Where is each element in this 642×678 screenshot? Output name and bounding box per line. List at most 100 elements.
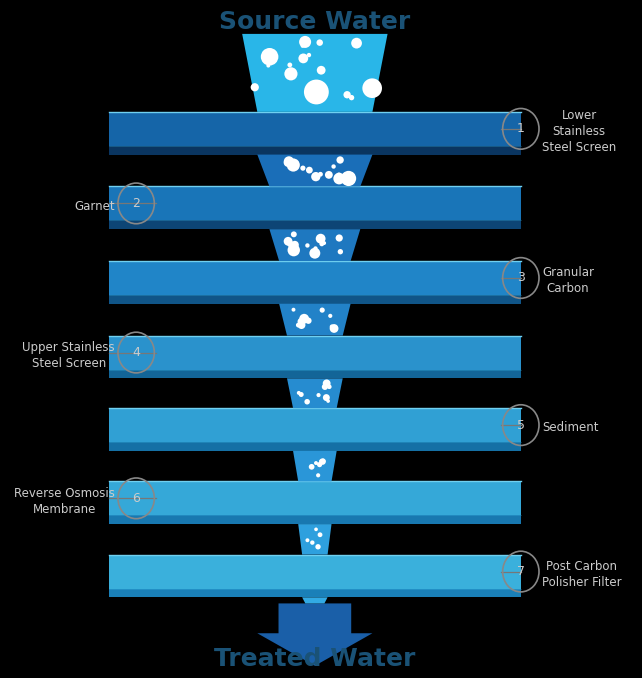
Polygon shape — [109, 220, 521, 229]
Point — [306, 462, 317, 473]
Polygon shape — [109, 481, 521, 515]
Polygon shape — [298, 524, 331, 555]
Point — [320, 382, 330, 393]
Point — [323, 395, 333, 406]
Polygon shape — [257, 603, 372, 666]
Point — [329, 323, 339, 334]
Point — [334, 173, 344, 184]
Point — [311, 458, 321, 468]
Text: Reverse Osmosis
Membrane: Reverse Osmosis Membrane — [14, 487, 115, 515]
Point — [347, 92, 357, 103]
Text: Garnet: Garnet — [74, 199, 115, 213]
Point — [297, 319, 307, 330]
Text: Post Carbon
Polisher Filter: Post Carbon Polisher Filter — [542, 560, 621, 589]
Text: Source Water: Source Water — [219, 10, 410, 34]
Polygon shape — [109, 295, 521, 304]
Point — [288, 66, 299, 77]
Point — [342, 171, 352, 182]
Point — [265, 52, 275, 62]
Point — [302, 397, 312, 407]
Polygon shape — [109, 146, 521, 155]
Point — [317, 239, 327, 250]
Point — [297, 41, 308, 52]
Point — [283, 157, 293, 168]
Point — [300, 37, 310, 47]
Point — [343, 169, 354, 180]
Point — [334, 233, 344, 243]
Point — [310, 243, 320, 254]
Polygon shape — [257, 155, 372, 186]
Polygon shape — [109, 589, 521, 597]
Point — [325, 311, 335, 321]
Point — [304, 49, 314, 60]
Point — [296, 389, 306, 400]
Point — [317, 456, 327, 467]
Point — [311, 524, 321, 535]
Point — [298, 315, 308, 326]
Point — [290, 239, 300, 250]
Point — [321, 392, 331, 403]
Point — [342, 89, 352, 100]
Point — [335, 155, 345, 165]
Text: 6: 6 — [132, 492, 140, 505]
Point — [329, 161, 339, 172]
Polygon shape — [109, 261, 521, 295]
Point — [311, 87, 322, 98]
Point — [335, 246, 345, 257]
Point — [324, 381, 334, 392]
Text: Upper Stainless
Steel Screen: Upper Stainless Steel Screen — [22, 341, 115, 370]
Point — [315, 37, 325, 48]
Point — [319, 237, 329, 248]
Text: Treated Water: Treated Water — [214, 647, 415, 671]
Point — [316, 456, 326, 466]
Text: 7: 7 — [517, 565, 525, 578]
Point — [289, 229, 299, 240]
Text: 1: 1 — [517, 122, 525, 136]
Text: 3: 3 — [517, 271, 525, 285]
Point — [307, 537, 317, 548]
Point — [288, 159, 299, 170]
Point — [318, 456, 328, 466]
Polygon shape — [287, 378, 343, 408]
Point — [313, 470, 324, 481]
Point — [351, 38, 361, 49]
Text: Sediment: Sediment — [542, 421, 598, 435]
Point — [283, 236, 293, 247]
Polygon shape — [109, 408, 521, 442]
Point — [302, 240, 313, 251]
Point — [367, 83, 377, 94]
Point — [298, 163, 308, 174]
Point — [302, 535, 313, 546]
Polygon shape — [302, 597, 327, 603]
Point — [293, 319, 304, 330]
Point — [324, 170, 334, 180]
Point — [299, 313, 309, 324]
Point — [288, 304, 299, 315]
Polygon shape — [270, 229, 360, 261]
Point — [309, 247, 320, 258]
Point — [293, 387, 304, 398]
Point — [322, 378, 332, 388]
Point — [315, 169, 325, 180]
Point — [303, 315, 313, 326]
Point — [334, 173, 344, 184]
Point — [367, 81, 377, 92]
Polygon shape — [279, 304, 351, 336]
Point — [315, 233, 325, 244]
Polygon shape — [109, 336, 521, 370]
Point — [296, 316, 306, 327]
Point — [316, 65, 326, 76]
Polygon shape — [109, 515, 521, 524]
Point — [327, 321, 337, 332]
Point — [286, 68, 296, 79]
Point — [304, 165, 315, 176]
Polygon shape — [109, 112, 521, 146]
Point — [289, 245, 299, 256]
Point — [334, 170, 344, 181]
Point — [284, 60, 295, 71]
Polygon shape — [109, 555, 521, 589]
Point — [317, 304, 327, 315]
Point — [298, 53, 308, 64]
Text: 2: 2 — [132, 197, 140, 210]
Point — [311, 172, 321, 182]
